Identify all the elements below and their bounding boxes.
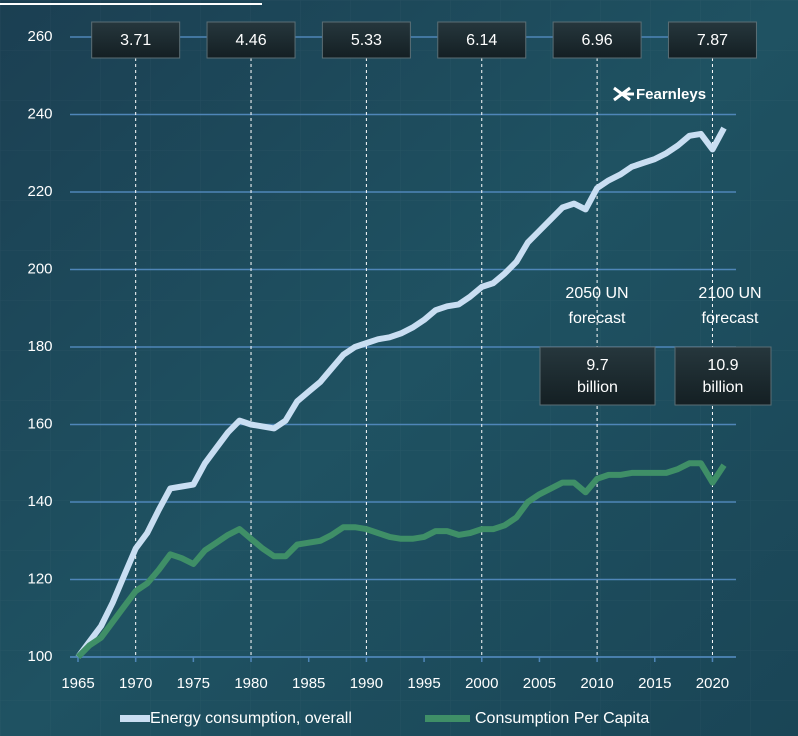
- forecast-label: forecast: [569, 310, 626, 327]
- x-tick-label: 1980: [234, 675, 267, 692]
- population-label: 6.96: [582, 32, 613, 49]
- x-tick-label: 2020: [696, 675, 729, 692]
- population-label: 3.71: [120, 32, 151, 49]
- y-tick-label: 180: [27, 338, 52, 355]
- population-label: 7.87: [697, 32, 728, 49]
- x-tick-label: 2005: [523, 675, 556, 692]
- series-line: [75, 126, 727, 659]
- logo: Fearnleys: [613, 86, 706, 103]
- y-tick-label: 160: [27, 415, 52, 432]
- logo-text: Fearnleys: [636, 86, 706, 103]
- legend-swatch: [120, 715, 150, 722]
- y-tick-label: 200: [27, 260, 52, 277]
- x-tick-label: 1975: [177, 675, 210, 692]
- x-tick-label: 1995: [407, 675, 440, 692]
- forecast-box: [539, 346, 656, 406]
- x-tick-label: 1965: [61, 675, 94, 692]
- legend-swatch: [425, 715, 470, 722]
- population-box: [206, 21, 296, 59]
- forecast-value: billion: [703, 379, 744, 396]
- forecast-value: billion: [577, 379, 618, 396]
- forecast-value: 9.7: [586, 357, 608, 374]
- population-box: [91, 21, 181, 59]
- legend-label: Energy consumption, overall: [150, 710, 352, 727]
- y-tick-label: 120: [27, 570, 52, 587]
- population-label: 5.33: [351, 32, 382, 49]
- x-tick-label: 1970: [119, 675, 152, 692]
- x-tick-label: 2000: [465, 675, 498, 692]
- forecast-value: 10.9: [707, 357, 738, 374]
- y-tick-label: 240: [27, 105, 52, 122]
- population-label: 6.14: [466, 32, 497, 49]
- population-label: 4.46: [235, 32, 266, 49]
- logo-icon: [613, 86, 634, 102]
- forecast-label: forecast: [702, 310, 759, 327]
- x-tick-label: 2010: [580, 675, 613, 692]
- forecast-box: [674, 346, 772, 406]
- series-line: [75, 460, 727, 660]
- population-box: [552, 21, 642, 59]
- forecast-label: 2050 UN: [565, 285, 628, 302]
- population-box: [321, 21, 411, 59]
- x-tick-label: 2015: [638, 675, 671, 692]
- y-tick-label: 100: [27, 648, 52, 665]
- y-tick-label: 260: [27, 28, 52, 45]
- x-tick-label: 1990: [350, 675, 383, 692]
- population-box: [667, 21, 757, 59]
- y-tick-label: 140: [27, 493, 52, 510]
- population-box: [437, 21, 527, 59]
- forecast-label: 2100 UN: [698, 285, 761, 302]
- legend-label: Consumption Per Capita: [475, 710, 649, 727]
- y-tick-label: 220: [27, 183, 52, 200]
- x-tick-label: 1985: [292, 675, 325, 692]
